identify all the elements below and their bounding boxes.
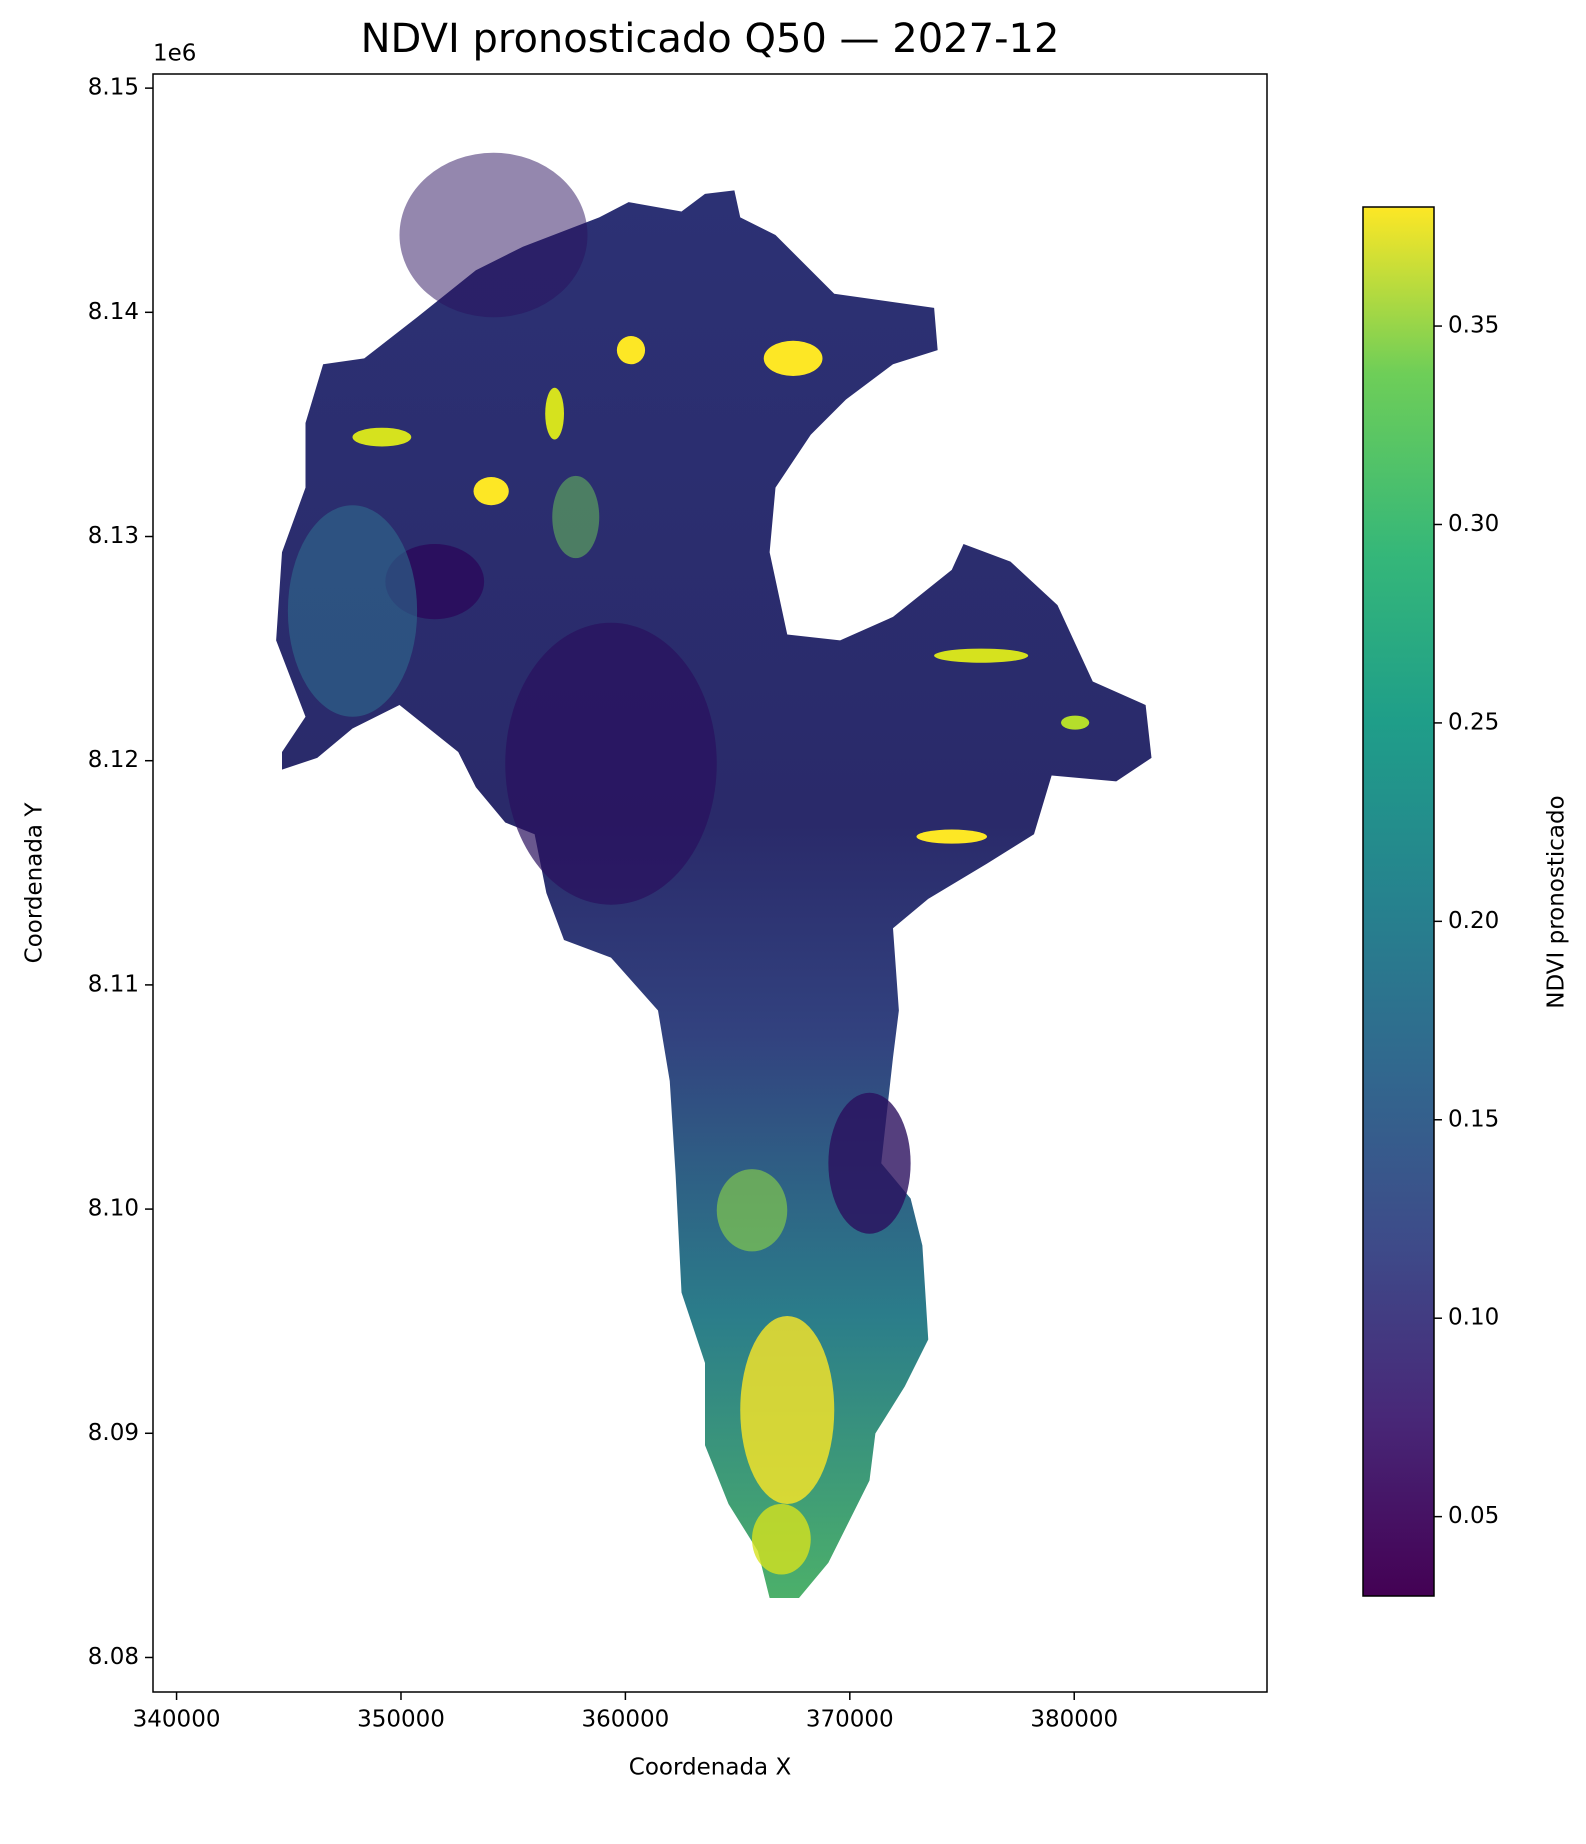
y-tick-label: 8.11: [88, 971, 139, 997]
x-tick-label: 360000: [581, 1707, 669, 1733]
x-tick-label: 340000: [133, 1707, 221, 1733]
colorbar-tick-label: 0.30: [1448, 511, 1499, 537]
x-tick-label: 350000: [357, 1707, 445, 1733]
y-tick-label: 8.08: [88, 1644, 139, 1670]
colorbar-tick-label: 0.15: [1448, 1106, 1499, 1132]
colorbar-tick-label: 0.25: [1448, 709, 1499, 735]
y-tick-label: 8.14: [88, 299, 139, 325]
y-tick-label: 8.15: [88, 75, 139, 101]
colorbar-tick-label: 0.10: [1448, 1305, 1499, 1331]
y-offset-label: 1e6: [153, 41, 196, 67]
y-tick-label: 8.13: [88, 523, 139, 549]
axes-frame: [152, 73, 1268, 1693]
colorbar-label: NDVI pronosticado: [1544, 795, 1570, 1008]
colorbar-tick-label: 0.05: [1448, 1503, 1499, 1529]
x-tick-label: 380000: [1030, 1707, 1118, 1733]
y-tick-label: 8.09: [88, 1420, 139, 1446]
colorbar-tick-label: 0.35: [1448, 313, 1499, 339]
ndvi-raster: [276, 152, 1152, 1598]
colorbar-tick-label: 0.20: [1448, 908, 1499, 934]
x-tick-label: 370000: [806, 1707, 894, 1733]
x-axis-label: Coordenada X: [629, 1755, 792, 1781]
chart-title: NDVI pronosticado Q50 — 2027-12: [361, 16, 1060, 62]
y-tick-label: 8.10: [88, 1196, 139, 1222]
y-axis-label: Coordenada Y: [22, 802, 48, 964]
y-tick-label: 8.12: [88, 747, 139, 773]
colorbar: [1362, 206, 1435, 1597]
